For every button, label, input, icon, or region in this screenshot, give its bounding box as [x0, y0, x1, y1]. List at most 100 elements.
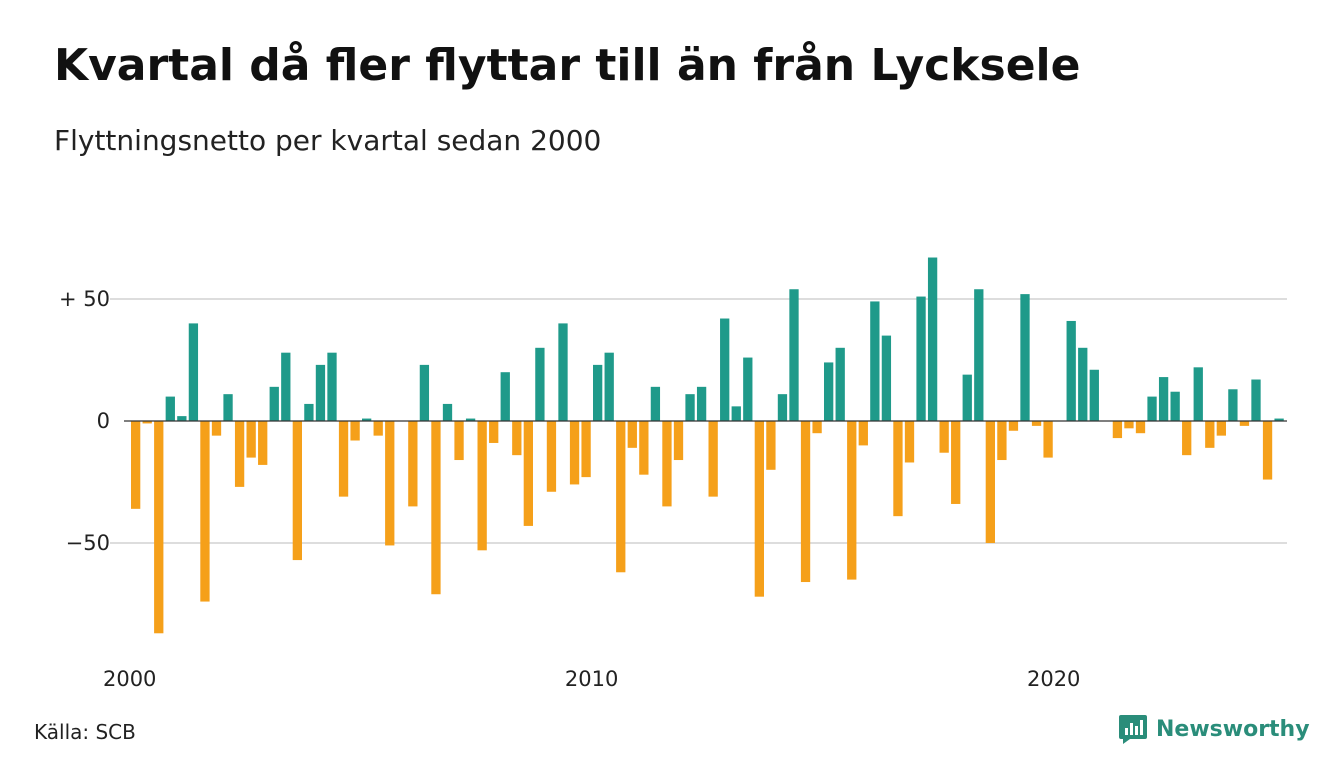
bar — [454, 421, 464, 461]
bar — [1066, 320, 1076, 421]
bar — [927, 257, 938, 421]
bar — [269, 386, 279, 421]
bar — [685, 394, 695, 421]
chart-subtitle: Flyttningsnetto per kvartal sedan 2000 — [54, 124, 602, 157]
bar — [177, 416, 187, 421]
bar — [1008, 421, 1019, 431]
bar — [442, 403, 453, 421]
y-tick-label: −50 — [66, 531, 110, 555]
bar — [581, 421, 591, 478]
bar — [1158, 377, 1169, 421]
brand-name: Newsworthy — [1156, 716, 1310, 742]
bar — [1216, 421, 1226, 436]
bar — [338, 421, 349, 497]
bar — [1262, 421, 1273, 480]
chart-title: Kvartal då fler flyttar till än från Lyc… — [54, 40, 1081, 91]
bar — [627, 421, 637, 448]
bar — [720, 318, 730, 421]
bar — [200, 421, 210, 602]
bar — [154, 421, 164, 634]
bar — [535, 347, 545, 421]
bar — [1251, 379, 1261, 421]
y-axis-ticks: + 50 0 −50 — [59, 287, 110, 555]
bar — [939, 421, 949, 453]
bar — [812, 421, 822, 434]
bar — [696, 386, 707, 421]
bar — [1147, 396, 1157, 421]
bar — [489, 421, 499, 443]
bar — [523, 421, 533, 526]
bar-chart: + 50 0 −50 2000 2010 2020 — [59, 257, 1287, 691]
bar — [962, 374, 972, 421]
bar — [558, 323, 568, 421]
source-note: Källa: SCB — [34, 720, 136, 744]
bar — [327, 352, 337, 421]
bar — [500, 372, 510, 421]
bar — [673, 421, 684, 461]
bar — [1193, 367, 1203, 421]
x-tick-label: 2000 — [103, 667, 156, 691]
bar — [1124, 421, 1134, 429]
bar — [258, 421, 268, 465]
y-tick-label: 0 — [97, 409, 110, 433]
bar — [824, 362, 834, 421]
bar — [1078, 347, 1088, 421]
bar — [997, 421, 1007, 461]
bar — [315, 364, 326, 421]
bar — [431, 421, 441, 595]
bar — [639, 421, 649, 475]
bar — [1274, 418, 1284, 421]
bar — [731, 406, 741, 421]
bars — [131, 257, 1284, 634]
bar — [292, 421, 302, 561]
bar — [350, 421, 360, 441]
bar — [766, 421, 776, 470]
bar — [281, 352, 291, 421]
bar — [142, 421, 152, 424]
bar — [904, 421, 915, 463]
bar — [223, 394, 233, 421]
bar — [616, 421, 626, 573]
bar — [1043, 421, 1053, 458]
x-axis-ticks: 2000 2010 2020 — [103, 667, 1080, 691]
bar — [604, 352, 614, 421]
bar — [951, 421, 961, 504]
bar — [708, 421, 718, 497]
bar — [1089, 369, 1099, 421]
bar — [385, 421, 395, 546]
grid-lines — [110, 298, 1287, 544]
bar — [789, 289, 799, 421]
bar — [893, 421, 903, 517]
bar — [1020, 294, 1030, 421]
x-tick-label: 2020 — [1027, 667, 1080, 691]
bar — [1182, 421, 1192, 456]
bar — [662, 421, 672, 507]
x-tick-label: 2010 — [565, 667, 618, 691]
bar — [188, 323, 199, 421]
bar — [870, 301, 880, 421]
bar — [881, 335, 892, 421]
bar — [916, 296, 926, 421]
bar — [419, 364, 430, 421]
bar — [165, 396, 175, 421]
bar — [1135, 421, 1146, 434]
bar — [835, 347, 845, 421]
bar — [408, 421, 418, 507]
bar — [974, 289, 984, 421]
bar — [1170, 391, 1180, 421]
bar — [800, 421, 811, 583]
bar — [743, 357, 753, 421]
bar — [465, 418, 476, 421]
bar — [546, 421, 557, 492]
bar — [985, 421, 995, 543]
bar — [569, 421, 580, 485]
bar — [1239, 421, 1250, 426]
bar — [211, 421, 222, 436]
bar — [1112, 421, 1123, 439]
bar — [777, 394, 788, 421]
bar — [477, 421, 487, 551]
bar — [373, 421, 383, 436]
bar — [593, 364, 603, 421]
bar — [754, 421, 764, 597]
bar — [246, 421, 256, 458]
